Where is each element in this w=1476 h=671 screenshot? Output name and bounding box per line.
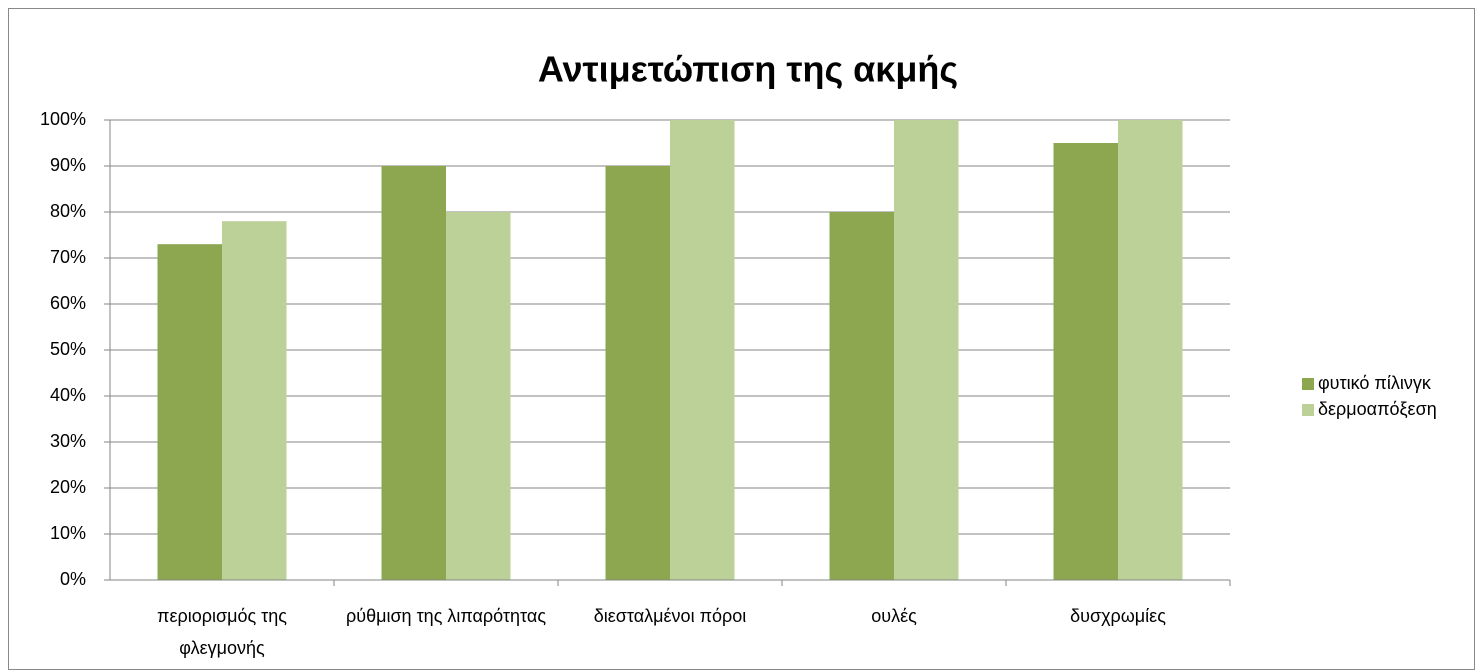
bar	[222, 221, 287, 580]
y-tick-label: 40%	[50, 385, 86, 405]
x-tick-label-box: δυσχρωμίες	[1070, 606, 1166, 626]
bar	[894, 120, 959, 580]
x-tick-label: δυσχρωμίες	[1070, 606, 1166, 626]
chart-title: Αντιμετώπιση της ακμής	[538, 49, 958, 90]
bar	[829, 212, 894, 580]
x-tick-label: ουλές	[871, 606, 917, 626]
bar	[446, 212, 511, 580]
x-tick-label: περιορισμός της φλεγμονής	[157, 606, 287, 658]
legend-label: φυτικό πίλινγκ	[1318, 373, 1432, 393]
x-tick-label-box: ρύθμιση της λιπαρότητας	[345, 606, 546, 626]
y-tick-label: 100%	[40, 109, 86, 129]
legend-label: δερμοαπόξεση	[1318, 399, 1437, 419]
x-tick-label: διεσταλμένοι πόροι	[593, 606, 747, 626]
y-tick-label: 20%	[50, 477, 86, 497]
x-tick-label: ρύθμιση της λιπαρότητας	[345, 606, 546, 626]
bar	[1053, 143, 1118, 580]
x-tick-label-box: διεσταλμένοι πόροι	[593, 606, 747, 626]
bar	[1118, 120, 1183, 580]
y-tick-label: 50%	[50, 339, 86, 359]
legend-swatch	[1302, 404, 1314, 416]
x-tick-label-box: περιορισμός της φλεγμονής	[157, 606, 287, 658]
y-tick-label: 10%	[50, 523, 86, 543]
y-tick-label: 80%	[50, 201, 86, 221]
legend-swatch	[1302, 378, 1314, 390]
y-tick-label: 70%	[50, 247, 86, 267]
y-tick-label: 0%	[60, 569, 86, 589]
bar	[157, 244, 222, 580]
x-tick-label-box: ουλές	[871, 606, 917, 626]
y-tick-label: 60%	[50, 293, 86, 313]
bar	[670, 120, 735, 580]
bar	[605, 166, 670, 580]
y-tick-label: 90%	[50, 155, 86, 175]
bar	[381, 166, 446, 580]
y-tick-label: 30%	[50, 431, 86, 451]
